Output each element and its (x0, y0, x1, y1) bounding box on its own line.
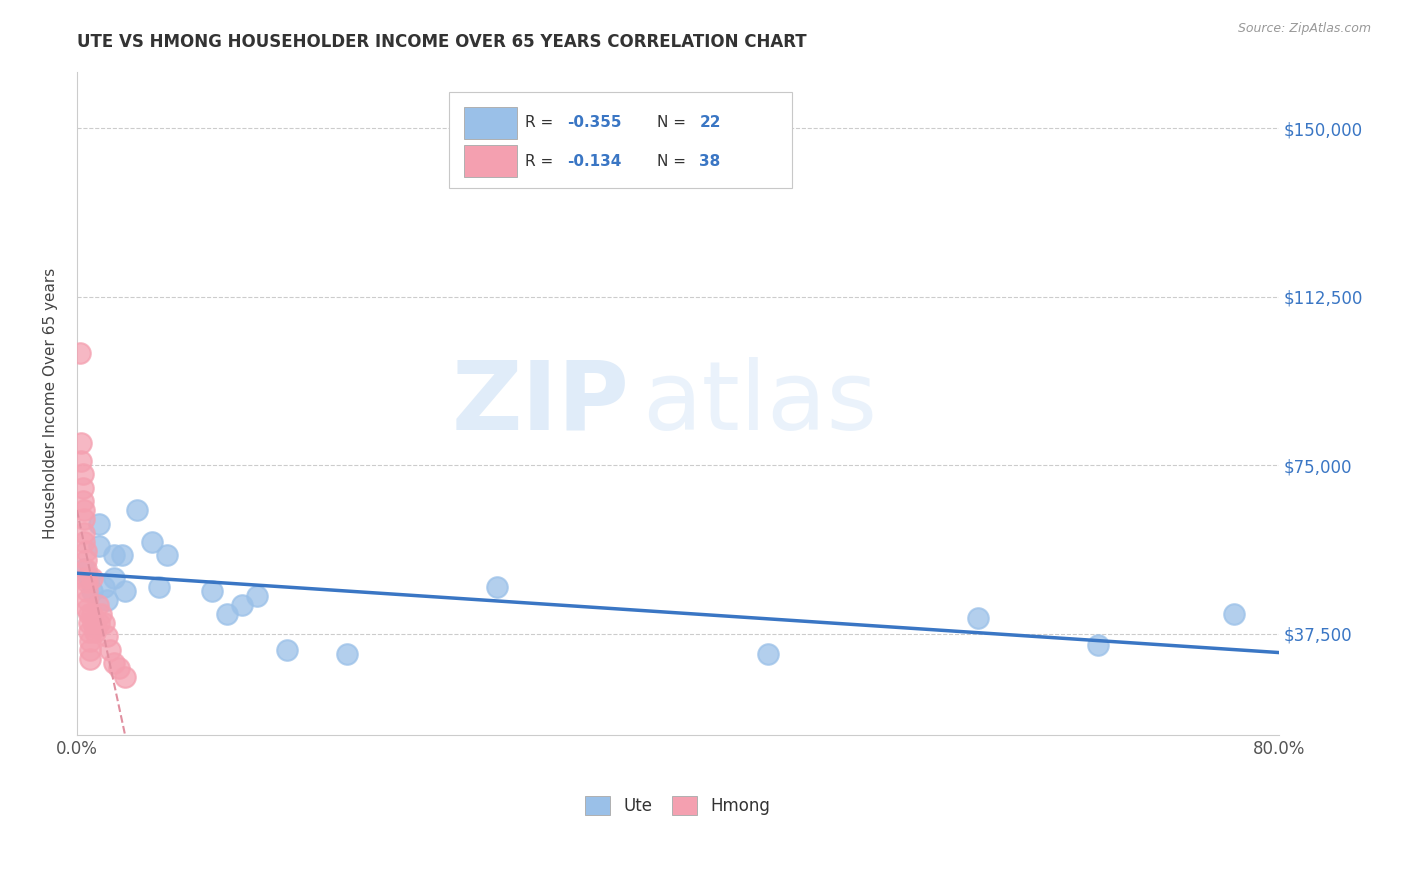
Text: R =: R = (524, 115, 558, 130)
Point (76, 575, 98, 590)
Text: N =: N = (658, 154, 692, 169)
Text: ZIP: ZIP (451, 357, 630, 450)
Point (103, 656, 125, 670)
FancyBboxPatch shape (450, 92, 792, 188)
Text: -0.355: -0.355 (567, 115, 621, 130)
Point (76, 593, 98, 607)
Point (276, 642, 298, 657)
Point (70, 435, 93, 450)
Point (103, 571, 125, 585)
Point (108, 660, 131, 674)
Point (80, 584, 103, 599)
Point (87, 598, 110, 612)
Point (80, 607, 103, 621)
Point (70, 454, 93, 468)
Point (72, 481, 94, 495)
Point (72, 467, 94, 482)
Point (125, 503, 148, 517)
Point (72, 494, 94, 508)
Text: N =: N = (658, 115, 692, 130)
Point (231, 598, 253, 612)
Point (75, 552, 97, 566)
Point (201, 584, 224, 599)
Point (1222, 607, 1244, 621)
Point (114, 670, 136, 684)
Text: UTE VS HMONG HOUSEHOLDER INCOME OVER 65 YEARS CORRELATION CHART: UTE VS HMONG HOUSEHOLDER INCOME OVER 65 … (77, 33, 807, 51)
Point (96, 629, 118, 643)
Point (90, 607, 112, 621)
Point (98, 642, 121, 657)
Point (148, 580, 170, 594)
Point (156, 548, 179, 562)
Point (217, 607, 239, 621)
Text: -0.134: -0.134 (567, 154, 621, 169)
Point (75, 571, 97, 585)
Point (93, 615, 115, 630)
FancyBboxPatch shape (464, 145, 517, 178)
Point (1087, 638, 1109, 652)
Text: Source: ZipAtlas.com: Source: ZipAtlas.com (1237, 22, 1371, 36)
Text: 22: 22 (699, 115, 721, 130)
Point (77, 615, 100, 630)
Point (82, 615, 104, 630)
Point (93, 580, 115, 594)
Point (486, 580, 509, 594)
Point (73, 562, 96, 576)
Point (75, 543, 97, 558)
Point (76, 602, 98, 616)
Point (77, 607, 100, 621)
Point (80, 571, 103, 585)
Point (79, 642, 101, 657)
FancyBboxPatch shape (464, 107, 517, 139)
Point (69, 346, 91, 360)
Point (73, 503, 96, 517)
Y-axis label: Householder Income Over 65 years: Householder Income Over 65 years (44, 268, 58, 539)
Point (89, 516, 111, 531)
Point (76, 584, 98, 599)
Point (89, 539, 111, 553)
Text: atlas: atlas (641, 357, 877, 450)
Text: R =: R = (524, 154, 558, 169)
Point (141, 534, 163, 549)
Point (79, 633, 101, 648)
Point (73, 534, 96, 549)
Point (83, 624, 105, 639)
Point (96, 593, 118, 607)
Text: 38: 38 (699, 154, 721, 169)
Point (967, 611, 990, 625)
Point (246, 589, 269, 603)
Point (77, 624, 100, 639)
Point (79, 651, 101, 665)
Point (86, 620, 108, 634)
Point (77, 571, 100, 585)
Point (111, 548, 134, 562)
Point (73, 525, 96, 540)
Point (114, 584, 136, 599)
Point (75, 562, 97, 576)
Legend: Ute, Hmong: Ute, Hmong (578, 789, 778, 822)
Point (89, 615, 111, 630)
Point (756, 647, 779, 661)
Point (336, 647, 359, 661)
Point (103, 548, 125, 562)
Point (73, 512, 96, 526)
